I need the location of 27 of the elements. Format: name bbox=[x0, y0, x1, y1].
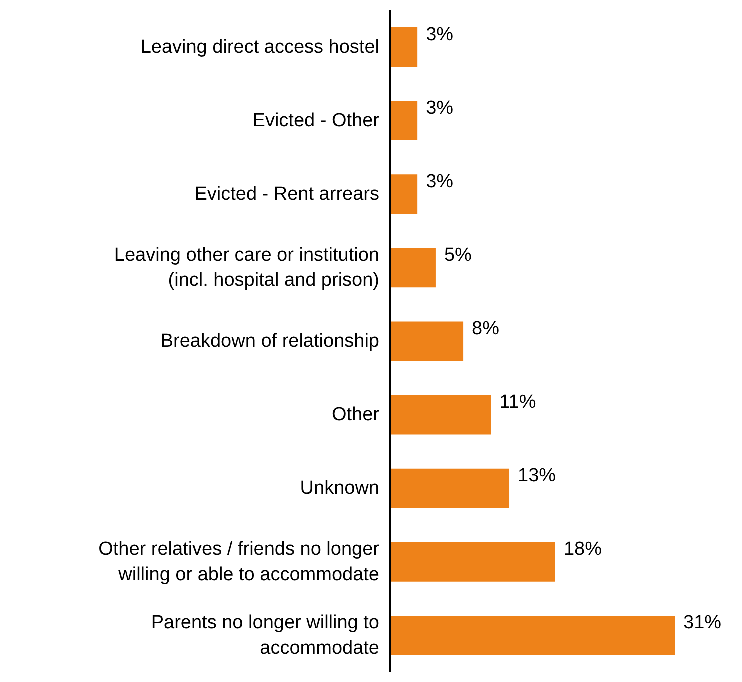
bar bbox=[390, 26, 419, 68]
data-label: 3% bbox=[426, 24, 454, 46]
y-tick-label: Other relatives / friends no longer willing or able to accommodate bbox=[98, 539, 380, 586]
data-label: 3% bbox=[426, 98, 454, 119]
y-tick-label: Parents no longer willing to accommodate bbox=[151, 612, 380, 659]
data-label: 3% bbox=[426, 171, 454, 192]
y-tick-label: Other bbox=[332, 404, 380, 426]
bar bbox=[390, 320, 465, 362]
bar bbox=[390, 394, 492, 436]
bar bbox=[390, 614, 676, 656]
y-tick-label: Leaving direct access hostel bbox=[140, 36, 380, 58]
y-tick-label: Evicted - Rent arrears bbox=[194, 184, 380, 205]
y-tick-label: Leaving other care or institution (incl. hospital and prison) bbox=[114, 244, 380, 292]
y-tick-label: Evicted - Other bbox=[252, 110, 380, 132]
bar bbox=[390, 247, 437, 289]
data-label: 11% bbox=[500, 392, 536, 414]
y-tick-label: Unknown bbox=[300, 478, 380, 500]
data-label: 31% bbox=[684, 612, 722, 634]
bar bbox=[390, 468, 511, 510]
data-label: 8% bbox=[472, 318, 500, 340]
data-label: 13% bbox=[518, 466, 556, 487]
y-tick-label: Breakdown of relationship bbox=[160, 331, 380, 352]
data-label: 18% bbox=[564, 539, 602, 560]
data-label: 5% bbox=[444, 244, 472, 266]
bar bbox=[390, 174, 419, 216]
bar bbox=[390, 100, 419, 142]
bar bbox=[390, 541, 556, 583]
